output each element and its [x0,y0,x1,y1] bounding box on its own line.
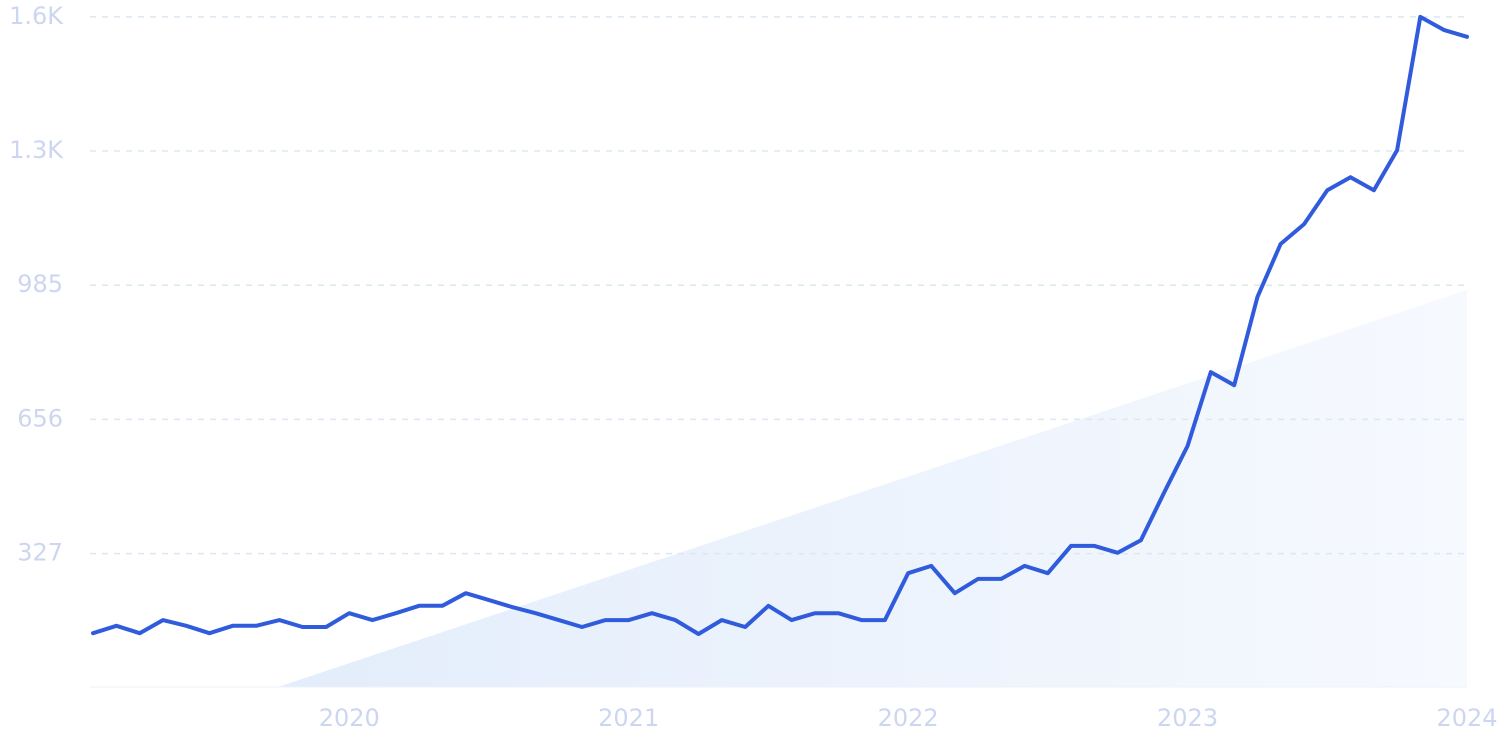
x-tick-label: 2022 [878,704,939,732]
y-tick-label: 985 [17,270,63,298]
data-line [91,14,1469,636]
trend-area [278,290,1467,687]
y-tick-label: 1.3K [9,136,64,164]
plot: 327 656 985 1.3K 1.6K 2020 2021 2022 2023 2024 [9,2,1497,732]
x-tick-label: 2020 [319,704,380,732]
x-tick-label: 2021 [598,704,659,732]
y-tick-label: 327 [17,539,63,567]
x-tick-label: 2024 [1436,704,1497,732]
y-tick-label: 1.6K [9,2,64,30]
y-tick-label: 656 [17,404,63,432]
x-tick-label: 2023 [1157,704,1218,732]
